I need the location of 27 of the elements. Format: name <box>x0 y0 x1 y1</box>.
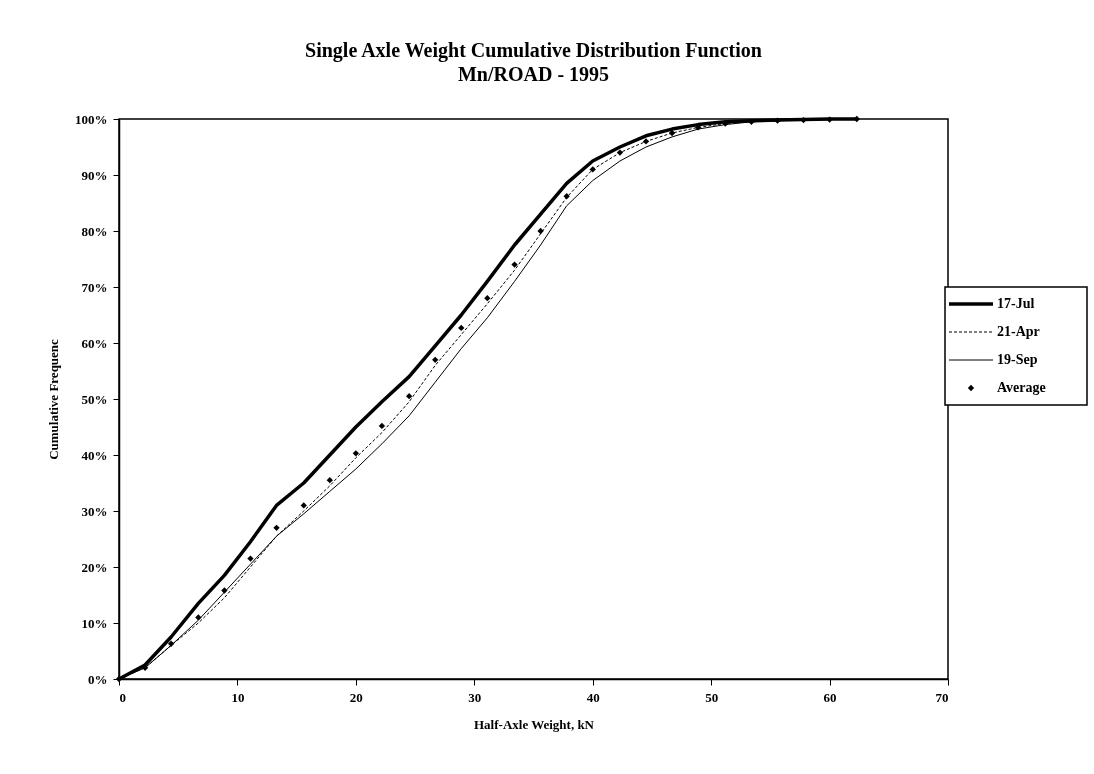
x-tick-label: 30 <box>468 689 482 705</box>
y-tick-label: 90% <box>81 167 108 183</box>
chart-subtitle: Mn/ROAD - 1995 <box>457 63 610 85</box>
legend-label: 19-Sep <box>997 352 1038 367</box>
y-tick-label: 100% <box>75 111 108 127</box>
legend-label: 21-Apr <box>997 324 1040 339</box>
y-tick-label: 30% <box>81 503 108 519</box>
x-tick-label: 70 <box>935 689 949 705</box>
x-axis-title: Half-Axle Weight, kN <box>473 716 595 732</box>
y-tick-label: 40% <box>81 447 108 463</box>
y-axis-title: Cumulative Frequenc <box>46 338 61 460</box>
y-tick-label: 20% <box>81 559 108 575</box>
x-tick-label: 40 <box>586 689 600 705</box>
legend-label: Average <box>997 380 1046 395</box>
x-tick-label: 10 <box>231 689 245 705</box>
legend-label: 17-Jul <box>997 296 1035 311</box>
y-tick-label: 80% <box>81 223 108 239</box>
y-tick-label: 10% <box>81 615 108 631</box>
chart-title: Single Axle Weight Cumulative Distribution Function <box>305 39 762 62</box>
x-tick-label: 50 <box>705 689 719 705</box>
x-tick-label: 20 <box>349 689 363 705</box>
x-tick-label: 60 <box>823 689 837 705</box>
x-tick-label: 0 <box>119 689 126 705</box>
y-tick-label: 60% <box>81 335 108 351</box>
y-tick-label: 50% <box>81 391 108 407</box>
y-tick-label: 0% <box>88 671 108 687</box>
y-tick-label: 70% <box>81 279 108 295</box>
